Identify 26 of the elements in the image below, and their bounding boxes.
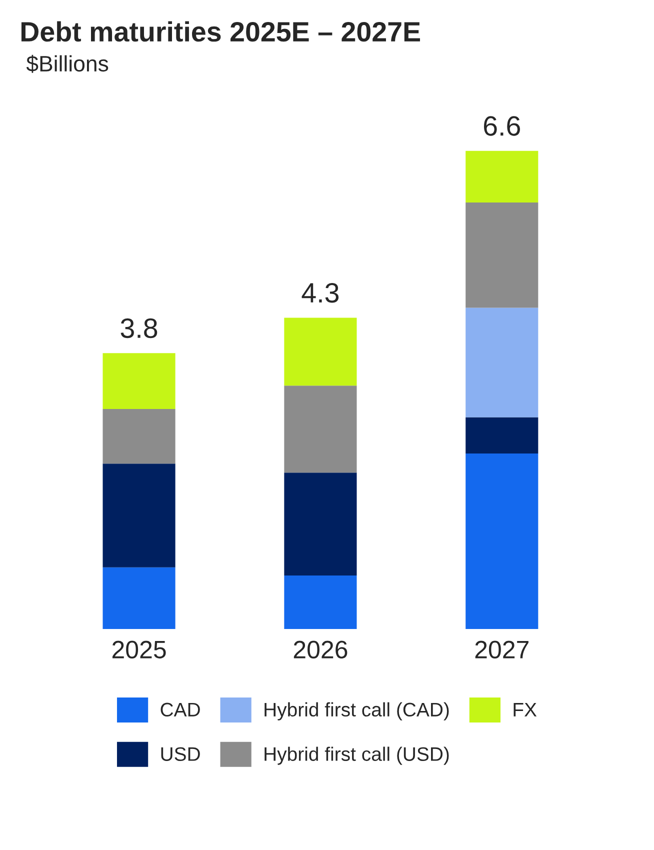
legend-label: USD <box>161 747 200 761</box>
legend-label: CAD <box>160 702 200 717</box>
annotation: 4.3 <box>302 283 339 303</box>
bar <box>466 308 538 418</box>
x-tick-label: 2025 <box>112 640 166 658</box>
bar <box>284 386 357 473</box>
x-tick-label: 2027 <box>475 640 528 658</box>
x-tick-label: 2026 <box>294 640 348 658</box>
bar <box>466 417 538 454</box>
bar <box>466 150 538 203</box>
chart-subtitle: $Billions <box>26 54 108 73</box>
legend-label: FX <box>514 702 537 716</box>
bar <box>284 318 357 386</box>
bar <box>102 409 176 464</box>
bar <box>284 472 357 576</box>
chart-title: Debt maturities 2025E – 2027E <box>21 21 420 42</box>
annotation: 3.8 <box>120 318 158 338</box>
bar <box>466 454 538 629</box>
legend-label: Hybrid first call (USD) <box>264 746 449 765</box>
bar <box>102 567 176 629</box>
bar <box>284 575 357 629</box>
bar <box>466 202 538 308</box>
bar <box>102 464 176 568</box>
bar <box>102 353 176 410</box>
annotation: 6.6 <box>484 116 520 136</box>
legend-label: Hybrid first call (CAD) <box>264 702 449 720</box>
